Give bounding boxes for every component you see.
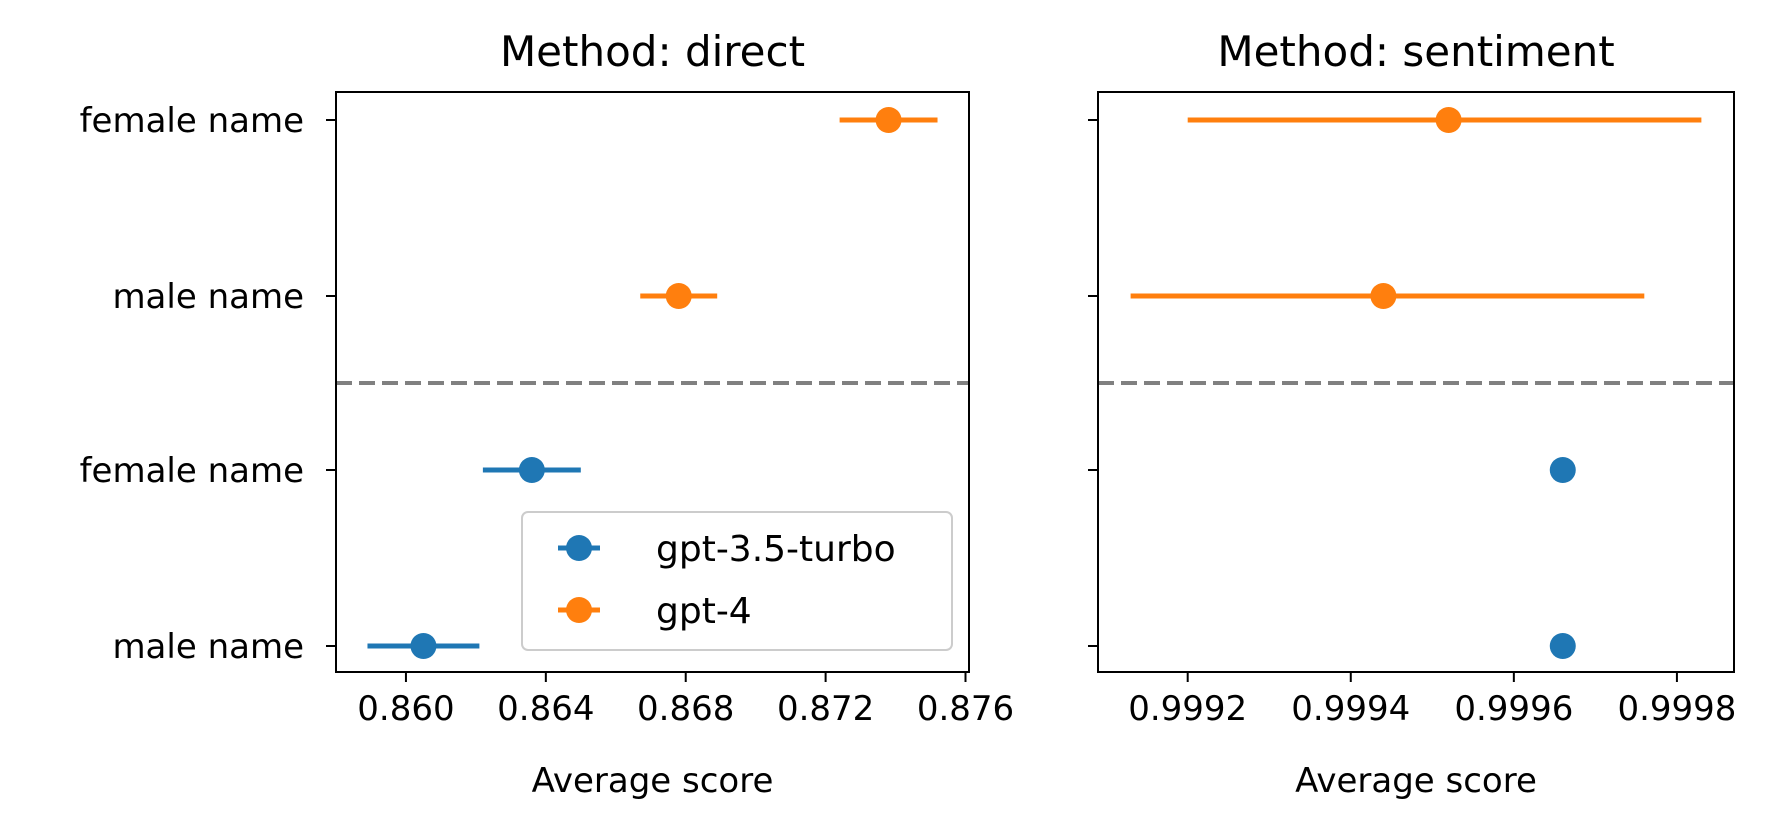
data-point [410, 633, 437, 659]
data-point [1370, 283, 1397, 309]
x-tick-label: 0.9998 [1617, 689, 1736, 729]
x-tick-label: 0.9996 [1454, 689, 1573, 729]
y-tick-label: female name [80, 451, 304, 491]
x-tick-label: 0.9992 [1128, 689, 1247, 729]
data-point [518, 457, 545, 483]
y-tick-label: female name [80, 101, 304, 141]
legend: gpt-3.5-turbo gpt-4 [521, 511, 953, 651]
panel-direct: Method: direct 0.860 0.864 0.868 0.872 0.876 f… [80, 27, 1015, 801]
y-tick-label: male name [112, 277, 304, 317]
legend-marker [566, 597, 592, 623]
legend-label: gpt-3.5-turbo [656, 529, 896, 570]
legend-box [521, 511, 953, 651]
chart-title: Method: sentiment [1217, 27, 1614, 76]
legend-marker [566, 535, 592, 561]
x-axis-label: Average score [532, 761, 774, 801]
x-tick-label: 0.872 [777, 689, 874, 729]
data-point [1549, 457, 1576, 483]
x-axis-label: Average score [1295, 761, 1537, 801]
plot-frame [1097, 91, 1735, 673]
y-tick-label: male name [112, 627, 304, 667]
panel-sentiment: Method: sentiment 0.9992 0.9994 0.9996 0.999… [1088, 27, 1736, 801]
legend-label: gpt-4 [656, 591, 752, 632]
data-point [665, 283, 692, 309]
data-point [1549, 633, 1576, 659]
plot-frame [335, 91, 970, 673]
x-tick-label: 0.868 [637, 689, 734, 729]
x-tick-label: 0.876 [917, 689, 1014, 729]
x-tick-label: 0.864 [497, 689, 594, 729]
data-point [875, 107, 902, 133]
x-tick-label: 0.9994 [1291, 689, 1410, 729]
data-point [1435, 107, 1462, 133]
chart-title: Method: direct [500, 27, 805, 76]
x-tick-label: 0.860 [357, 689, 454, 729]
